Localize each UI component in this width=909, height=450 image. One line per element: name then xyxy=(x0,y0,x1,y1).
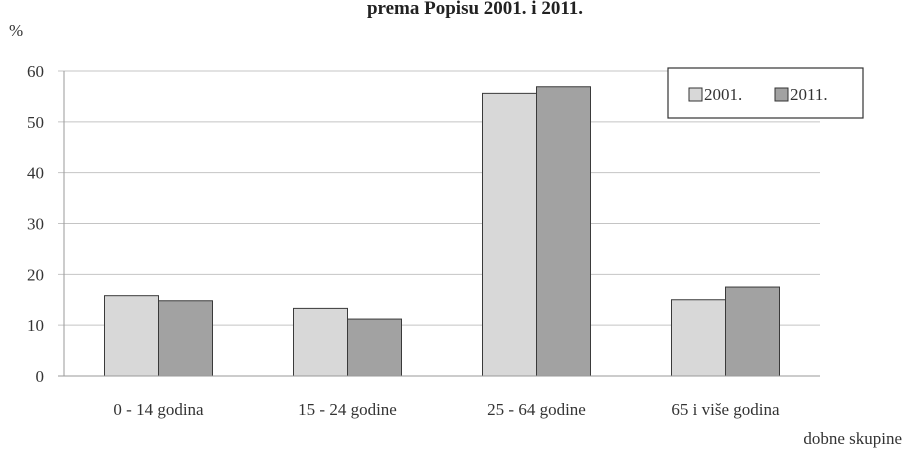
x-tick-labels: 0 - 14 godina 15 - 24 godine 25 - 64 godin… xyxy=(113,400,780,419)
legend-swatch-2001 xyxy=(688,87,703,102)
bars xyxy=(104,86,780,377)
y-tick-label: 60 xyxy=(27,62,44,81)
x-tick-label: 65 i više godina xyxy=(671,400,780,419)
y-axis-label: % xyxy=(9,21,23,40)
bar-2011-1 xyxy=(347,318,402,377)
bar-2011-0 xyxy=(158,300,213,377)
bar-2001-1 xyxy=(293,307,348,377)
x-tick-label: 0 - 14 godina xyxy=(113,400,204,419)
x-axis-label: dobne skupine xyxy=(803,429,902,448)
y-tick-labels: 0 10 20 30 40 50 60 xyxy=(27,62,44,386)
bar-2001-0 xyxy=(104,295,159,377)
legend-label-2001: 2001. xyxy=(704,85,742,104)
legend-label-2011: 2011. xyxy=(790,85,828,104)
y-tick-label: 20 xyxy=(27,265,44,284)
y-tick-label: 50 xyxy=(27,113,44,132)
bar-2001-2 xyxy=(482,92,537,377)
bar-2011-3 xyxy=(725,286,780,377)
legend-swatch-2011 xyxy=(774,87,789,102)
legend: 2001. 2011. xyxy=(667,67,864,119)
x-tick-label: 15 - 24 godine xyxy=(298,400,397,419)
x-tick-label: 25 - 64 godine xyxy=(487,400,586,419)
bar-2001-3 xyxy=(671,299,726,377)
y-tick-label: 10 xyxy=(27,316,44,335)
y-tick-label: 40 xyxy=(27,164,44,183)
y-tick-label: 30 xyxy=(27,215,44,234)
chart-title: prema Popisu 2001. i 2011. xyxy=(367,0,583,19)
bar-2011-2 xyxy=(536,86,591,377)
y-tick-label: 0 xyxy=(36,367,45,386)
